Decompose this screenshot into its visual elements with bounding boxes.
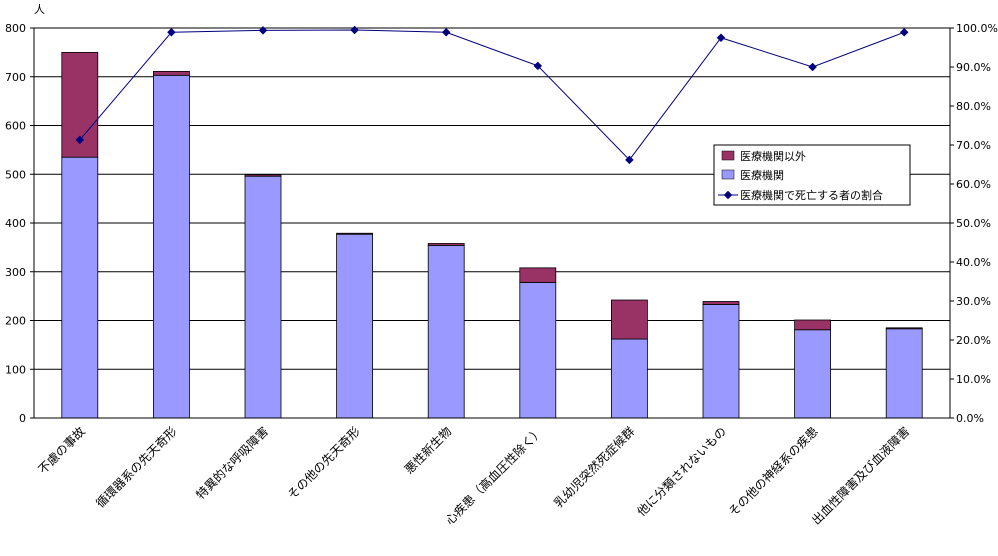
left-tick-label: 100 [5, 363, 26, 376]
left-tick-label: 300 [5, 266, 26, 279]
left-tick-label: 700 [5, 71, 26, 84]
right-tick-label: 90.0% [956, 61, 991, 74]
bar-medical [244, 175, 282, 419]
right-tick-label: 80.0% [956, 100, 991, 113]
category-label: その他の神経系の疾患 [725, 424, 820, 519]
percent-line-point [716, 33, 726, 42]
bar-medical [152, 74, 190, 419]
right-tick-label: 50.0% [956, 217, 991, 230]
percent-line-path [79, 29, 905, 161]
right-tick-label: 0.0% [956, 412, 984, 425]
category-label: 出血性障害及び血液障害 [808, 424, 912, 528]
category-label: 心疾患（高血圧性除く） [442, 424, 546, 528]
percent-line [75, 25, 909, 165]
right-tick-label: 60.0% [956, 178, 991, 191]
left-tick-label: 500 [5, 168, 26, 181]
bars [61, 51, 923, 419]
bar-other [794, 319, 831, 331]
bar-medical [794, 329, 831, 419]
left-tick-label: 400 [5, 217, 26, 230]
bar-other [427, 243, 465, 246]
legend-swatch-medical [721, 169, 735, 180]
bar-medical [702, 304, 740, 419]
bar-other [519, 267, 557, 283]
bar-medical [519, 282, 557, 419]
bar-other [336, 232, 374, 235]
bar-medical [611, 338, 648, 419]
y-axis-label: 人 [34, 3, 45, 16]
legend-label-other: 医療機関以外 [740, 149, 806, 163]
bar-medical [61, 156, 99, 419]
percent-line-point [258, 26, 268, 35]
left-axis-ticks: 0 100 200 300 400 500 600 700 800 [5, 22, 34, 425]
left-tick-label: 600 [5, 120, 26, 133]
bar-medical [336, 233, 374, 419]
left-tick-label: 800 [5, 22, 26, 35]
category-label: 循環器系の先天奇形 [93, 424, 179, 510]
category-label: 不慮の事故 [35, 424, 88, 477]
right-tick-label: 10.0% [956, 373, 991, 386]
right-tick-label: 40.0% [956, 256, 991, 269]
bar-other [885, 327, 923, 330]
bar-other [244, 174, 282, 177]
category-label: 他に分類されないもの [634, 424, 729, 519]
left-tick-label: 200 [5, 315, 26, 328]
category-label: その他の先天奇形 [285, 424, 363, 502]
right-axis-ticks: 0.0% 10.0% 20.0% 30.0% 40.0% 50.0% 60.0% 70.0% 8… [950, 22, 998, 425]
category-label: 特異的な呼吸障害 [193, 424, 271, 502]
right-tick-label: 30.0% [956, 295, 991, 308]
percent-line-point [441, 28, 451, 37]
bar-other [611, 299, 648, 340]
legend: 医療機関以外 医療機関 医療機関で死亡する者の割合 [713, 144, 911, 206]
right-tick-label: 100.0% [956, 22, 998, 35]
left-tick-label: 0 [19, 412, 26, 425]
category-labels: 不慮の事故 循環器系の先天奇形 特異的な呼吸障害 その他の先天奇形 悪性新生物心疾患（高… [35, 424, 912, 528]
bar-medical [885, 328, 923, 419]
legend-label-medical: 医療機関 [740, 168, 784, 182]
legend-box [713, 144, 911, 206]
right-tick-label: 20.0% [956, 334, 991, 347]
bar-medical [427, 245, 465, 419]
legend-swatch-other [721, 150, 735, 161]
bar-other [152, 70, 190, 76]
legend-label-ratio: 医療機関で死亡する者の割合 [740, 188, 883, 202]
right-tick-label: 70.0% [956, 139, 991, 152]
bar-other [702, 301, 740, 305]
percent-line-point [808, 62, 817, 72]
percent-line-point [350, 25, 359, 35]
category-label: 乳幼児突然死症候群 [551, 424, 638, 511]
category-label: 悪性新生物 [401, 424, 454, 477]
percent-line-point [75, 135, 85, 145]
percent-line-point [899, 28, 909, 37]
